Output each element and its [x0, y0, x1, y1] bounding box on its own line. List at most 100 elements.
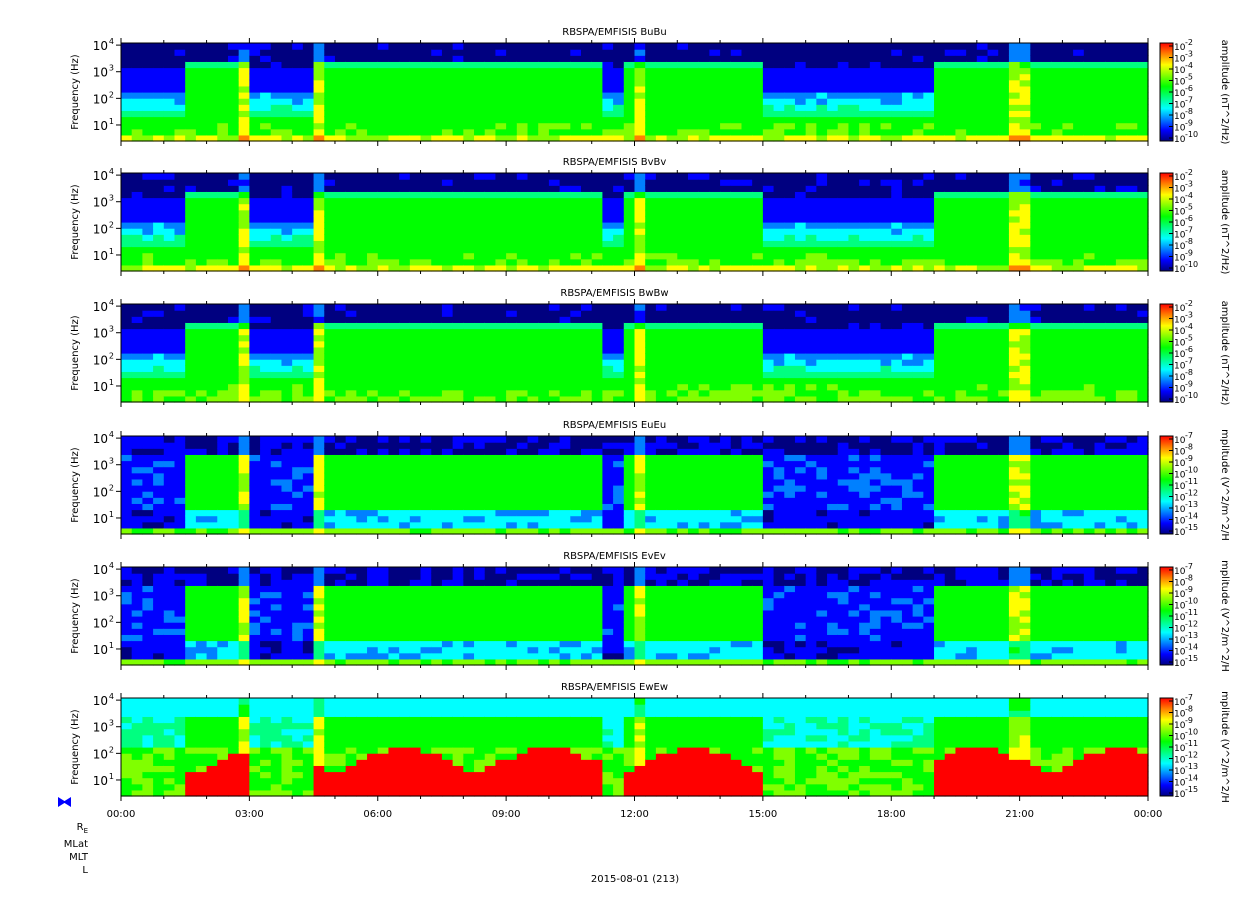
- spectrogram-cell: [591, 116, 604, 124]
- spectrogram-cell: [805, 179, 817, 186]
- colorbar-tick-base: 10: [1174, 89, 1186, 99]
- spectrogram-cell: [388, 79, 400, 87]
- spectrogram-cell: [687, 359, 700, 366]
- spectrogram-cell: [163, 509, 176, 517]
- spectrogram-cell: [848, 389, 860, 397]
- colorbar-tick-exponent: -7: [1185, 357, 1193, 366]
- spectrogram-cell: [420, 389, 432, 397]
- spectrogram-cell: [495, 179, 507, 186]
- spectrogram-cell: [709, 258, 721, 266]
- spectrogram-cell: [441, 316, 454, 323]
- spectrogram-cell: [934, 134, 946, 142]
- spectrogram-cell: [934, 79, 946, 87]
- spectrogram-cell: [816, 304, 828, 311]
- spectrogram-cell: [794, 79, 807, 87]
- spectrogram-cell: [602, 359, 614, 366]
- spectrogram-cell: [602, 98, 614, 105]
- spectrogram-cell: [121, 246, 133, 254]
- spectrogram-cell: [142, 197, 154, 205]
- spectrogram-cell: [249, 197, 261, 205]
- spectrogram-cell: [420, 185, 432, 192]
- spectrogram-cell: [687, 234, 700, 241]
- spectrogram-cell: [773, 340, 785, 348]
- spectrogram-cell: [463, 353, 475, 360]
- spectrogram-cell: [987, 61, 999, 69]
- spectrogram-cell: [270, 104, 283, 111]
- spectrogram-cell: [666, 197, 678, 205]
- spectrogram-cell: [859, 55, 871, 62]
- spectrogram-cell: [1041, 258, 1053, 266]
- spectrogram-cell: [987, 365, 999, 372]
- spectrogram-cell: [634, 346, 646, 354]
- spectrogram-cell: [1030, 359, 1042, 366]
- spectrogram-cell: [195, 49, 208, 56]
- spectrogram-cell: [666, 185, 678, 192]
- spectrogram-cell: [955, 395, 967, 403]
- spectrogram-cell: [1115, 353, 1128, 360]
- spectrogram-cell: [399, 371, 411, 379]
- spectrogram-cell: [1019, 110, 1031, 118]
- spectrogram-cell: [613, 215, 625, 223]
- spectrogram-cell: [377, 85, 390, 93]
- spectrogram-cell: [687, 215, 700, 223]
- spectrogram-cell: [377, 322, 390, 330]
- spectrogram-cell: [420, 110, 432, 118]
- spectrogram-cell: [869, 128, 882, 136]
- spectrogram-cell: [377, 43, 390, 50]
- spectrogram-cell: [163, 116, 176, 124]
- spectrogram-cell: [987, 215, 999, 223]
- spectrogram-cell: [741, 85, 753, 93]
- spectrogram-cell: [709, 395, 721, 403]
- spectrogram-cell: [1041, 395, 1053, 403]
- spectrogram-cell: [484, 258, 497, 266]
- spectrogram-cell: [292, 104, 304, 111]
- spectrogram-cell: [891, 191, 903, 199]
- spectrogram-cell: [377, 67, 390, 75]
- spectrogram-cell: [238, 359, 250, 366]
- spectrogram-cell: [634, 122, 646, 130]
- spectrogram-cell: [441, 252, 454, 260]
- spectrogram-cell: [1030, 191, 1042, 199]
- spectrogram-cell: [324, 234, 336, 241]
- spectrogram-cell: [484, 173, 497, 180]
- spectrogram-cell: [869, 79, 882, 87]
- spectrogram-cell: [131, 442, 143, 449]
- spectrogram-cell: [666, 334, 678, 342]
- spectrogram-cell: [1105, 134, 1117, 142]
- spectrogram-cell: [431, 228, 443, 235]
- spectrogram-cell: [730, 228, 743, 235]
- spectrogram-cell: [516, 122, 529, 130]
- spectrogram-cell: [356, 340, 368, 348]
- spectrogram-cell: [602, 61, 614, 69]
- spectrogram-cell: [452, 104, 464, 111]
- colorbar-tick-exponent: -8: [1185, 107, 1193, 116]
- spectrogram-cell: [249, 92, 261, 99]
- spectrogram-cell: [131, 185, 143, 192]
- spectrogram-cell: [955, 359, 967, 366]
- spectrogram-cell: [1051, 304, 1064, 311]
- spectrogram-cell: [923, 389, 935, 397]
- spectrogram-cell: [1030, 316, 1042, 323]
- spectrogram-cell: [1083, 258, 1096, 266]
- spectrogram-cell: [923, 203, 935, 211]
- spectrogram-cell: [859, 104, 871, 111]
- spectrogram-cell: [859, 340, 871, 348]
- spectrogram-cell: [1126, 328, 1138, 336]
- spectrogram-cell: [848, 310, 860, 317]
- spectrogram-cell: [880, 55, 892, 62]
- spectrogram-cell: [441, 353, 454, 360]
- spectrogram-cell: [869, 203, 882, 211]
- spectrogram-cell: [548, 234, 561, 241]
- spectrogram-cell: [206, 67, 218, 75]
- spectrogram-cell: [452, 116, 464, 124]
- spectrogram-cell: [313, 377, 325, 385]
- spectrogram-cell: [388, 128, 400, 136]
- spectrogram-cell: [762, 79, 775, 87]
- spectrogram-cell: [570, 334, 582, 342]
- spectrogram-cell: [1126, 104, 1138, 111]
- spectrogram-cell: [174, 515, 186, 523]
- spectrogram-cell: [976, 328, 989, 336]
- spectrogram-cell: [281, 377, 293, 385]
- spectrogram-cell: [998, 322, 1010, 330]
- spectrogram-cell: [987, 79, 999, 87]
